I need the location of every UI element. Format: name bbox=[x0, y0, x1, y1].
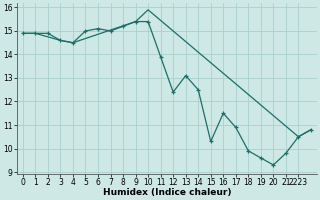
X-axis label: Humidex (Indice chaleur): Humidex (Indice chaleur) bbox=[103, 188, 231, 197]
